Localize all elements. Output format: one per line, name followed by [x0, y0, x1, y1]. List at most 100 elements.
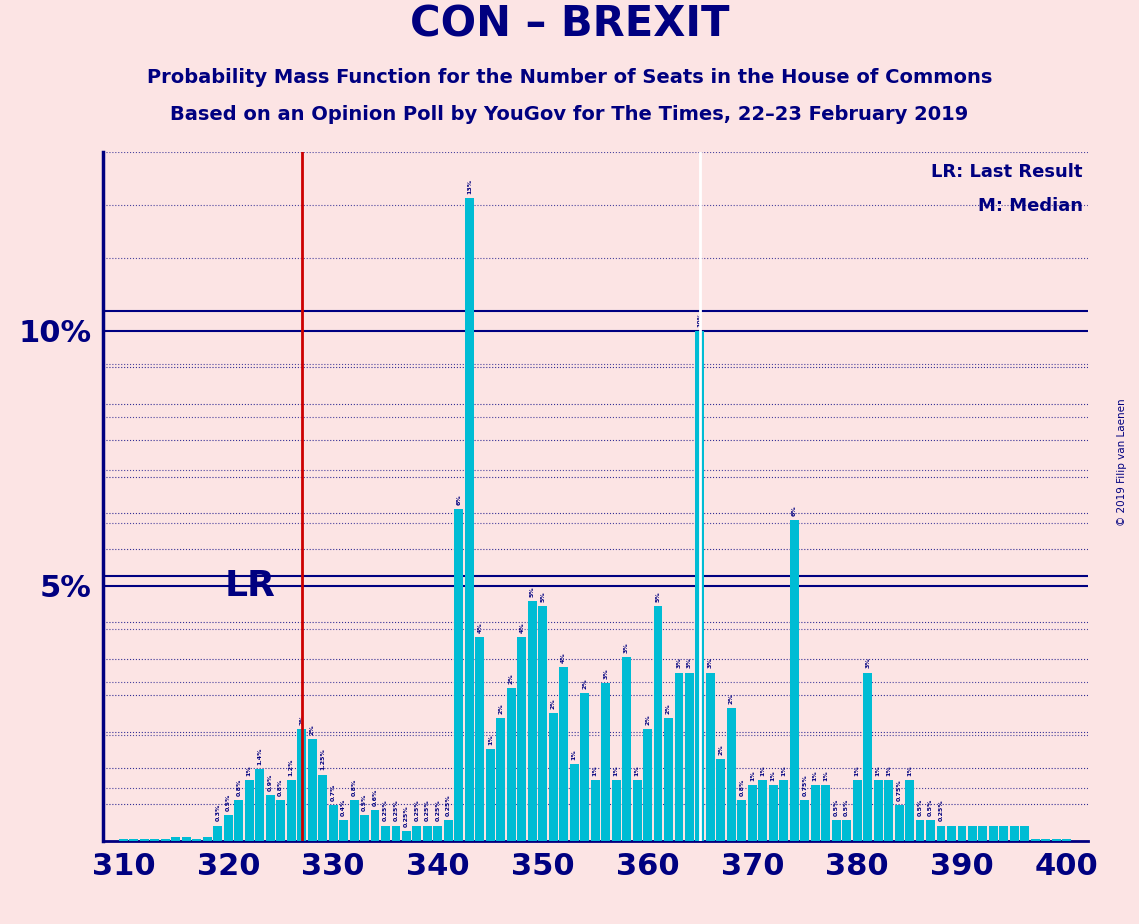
Text: 5%: 5% [530, 587, 534, 597]
Bar [1063, 839, 1072, 841]
Text: Based on an Opinion Poll by YouGov for The Times, 22–23 February 2019: Based on an Opinion Poll by YouGov for T… [171, 105, 968, 124]
Bar [853, 780, 861, 841]
Text: 3%: 3% [687, 658, 693, 668]
Text: 1.25%: 1.25% [320, 748, 325, 771]
Bar [601, 683, 611, 841]
Text: 0.8%: 0.8% [278, 779, 284, 796]
Bar [265, 795, 274, 841]
Bar [1021, 825, 1030, 841]
Bar [130, 839, 139, 841]
Text: 4%: 4% [519, 622, 524, 633]
Bar [612, 780, 621, 841]
Bar [779, 780, 788, 841]
Bar [507, 687, 516, 841]
Text: 2%: 2% [550, 699, 556, 710]
Bar [664, 719, 673, 841]
Bar [1031, 839, 1040, 841]
Text: LR: Last Result: LR: Last Result [931, 163, 1082, 181]
Bar [203, 837, 212, 841]
Bar [392, 825, 401, 841]
Bar [118, 839, 128, 841]
Bar [842, 821, 851, 841]
Bar [737, 800, 746, 841]
Text: 1%: 1% [247, 765, 252, 775]
Text: 1%: 1% [854, 765, 860, 775]
Bar [759, 780, 768, 841]
Text: 0.8%: 0.8% [739, 779, 745, 796]
Bar [402, 831, 411, 841]
Bar [444, 821, 453, 841]
Text: 1%: 1% [592, 765, 598, 775]
Bar [831, 821, 841, 841]
Bar [622, 657, 631, 841]
Bar [801, 800, 809, 841]
Text: 5%: 5% [540, 591, 546, 602]
Bar [350, 800, 359, 841]
Text: 3%: 3% [708, 658, 713, 668]
Text: 1%: 1% [813, 770, 818, 781]
Bar [339, 821, 349, 841]
Bar [475, 637, 484, 841]
Bar [245, 780, 254, 841]
Text: 3%: 3% [677, 658, 681, 668]
Bar [382, 825, 390, 841]
Bar [894, 805, 903, 841]
Bar [874, 780, 883, 841]
Bar [235, 800, 244, 841]
Text: 1%: 1% [634, 765, 640, 775]
Text: 1%: 1% [823, 770, 828, 781]
Text: 2%: 2% [300, 714, 304, 724]
Bar [539, 606, 547, 841]
Text: 0.8%: 0.8% [236, 779, 241, 796]
Text: 10%: 10% [697, 311, 703, 327]
Text: CON – BREXIT: CON – BREXIT [410, 4, 729, 46]
Bar [370, 810, 379, 841]
Text: 0.5%: 0.5% [362, 794, 367, 811]
Text: 0.9%: 0.9% [268, 773, 272, 791]
Bar [696, 331, 704, 841]
Bar [580, 693, 589, 841]
Bar [1041, 839, 1050, 841]
Bar [527, 602, 536, 841]
Bar [277, 800, 285, 841]
Bar [1051, 839, 1060, 841]
Bar [172, 837, 180, 841]
Text: 2%: 2% [645, 714, 650, 724]
Bar [465, 199, 474, 841]
Bar [926, 821, 935, 841]
Bar [821, 784, 830, 841]
Bar [360, 815, 369, 841]
Bar [632, 780, 641, 841]
Text: 0.75%: 0.75% [802, 774, 808, 796]
Bar [318, 774, 327, 841]
Bar [549, 713, 558, 841]
Text: 1%: 1% [781, 765, 786, 775]
Text: 0.25%: 0.25% [393, 799, 399, 821]
Bar [936, 825, 945, 841]
Text: M: Median: M: Median [977, 197, 1082, 215]
Text: 6%: 6% [457, 494, 461, 505]
Bar [674, 673, 683, 841]
Text: 1%: 1% [771, 770, 776, 781]
Text: 1%: 1% [761, 765, 765, 775]
Bar [192, 839, 202, 841]
Text: 0.25%: 0.25% [435, 799, 441, 821]
Text: 0.25%: 0.25% [404, 805, 409, 827]
Bar [486, 749, 494, 841]
Text: 1%: 1% [749, 770, 755, 781]
Bar [308, 739, 317, 841]
Bar [789, 519, 798, 841]
Bar [748, 784, 756, 841]
Text: 2%: 2% [310, 724, 314, 735]
Bar [716, 760, 726, 841]
Bar [559, 667, 568, 841]
Bar [213, 825, 222, 841]
Text: © 2019 Filip van Laenen: © 2019 Filip van Laenen [1117, 398, 1126, 526]
Bar [978, 825, 988, 841]
Text: 0.7%: 0.7% [330, 784, 336, 801]
Bar [454, 509, 464, 841]
Bar [182, 837, 191, 841]
Bar [570, 764, 579, 841]
Bar [1010, 825, 1018, 841]
Text: 1%: 1% [886, 765, 891, 775]
